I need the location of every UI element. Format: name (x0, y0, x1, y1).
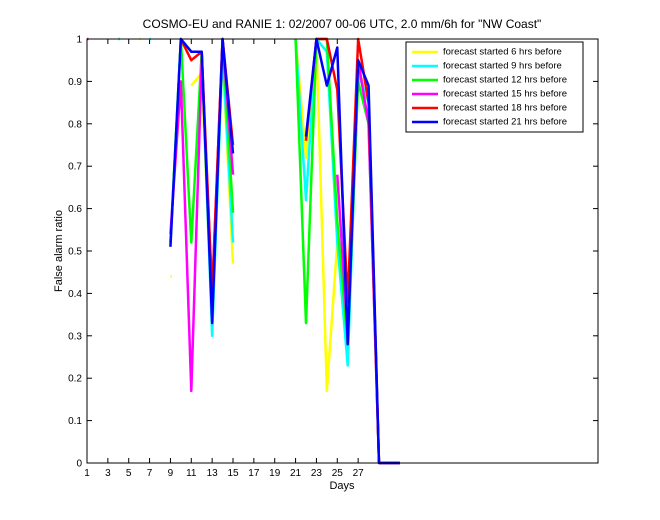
x-tick-label: 1 (84, 468, 90, 479)
y-tick-label: 0.9 (68, 77, 82, 88)
chart-title: COSMO-EU and RANIE 1: 02/2007 00-06 UTC,… (143, 17, 542, 31)
legend-label: forecast started 6 hrs before (443, 47, 562, 58)
x-tick-label: 19 (269, 468, 281, 479)
legend-label: forecast started 21 hrs before (443, 117, 567, 128)
legend-box (405, 41, 584, 133)
plot-frame (86, 38, 599, 464)
x-tick-label: 21 (290, 468, 302, 479)
x-tick-label: 23 (311, 468, 323, 479)
x-tick-label: 11 (186, 468, 197, 479)
y-tick-label: 0 (76, 459, 82, 470)
y-tick-label: 0.8 (68, 119, 82, 130)
x-tick-label: 7 (147, 468, 153, 479)
x-tick-label: 17 (248, 468, 260, 479)
y-tick-label: 0.1 (68, 416, 82, 427)
x-tick-label: 13 (207, 468, 219, 479)
x-tick-label: 5 (126, 468, 132, 479)
x-tick-label: 3 (105, 468, 111, 479)
x-tick-label: 15 (227, 468, 239, 479)
legend-label: forecast started 15 hrs before (443, 89, 567, 100)
x-tick-label: 27 (353, 468, 365, 479)
y-tick-label: 0.2 (68, 374, 82, 385)
x-tick-label: 25 (332, 468, 344, 479)
y-axis-label: False alarm ratio (53, 210, 65, 292)
y-tick-label: 0.6 (68, 204, 82, 215)
y-tick-label: 0.5 (68, 247, 82, 258)
legend-label: forecast started 9 hrs before (443, 61, 562, 72)
y-tick-label: 0.4 (68, 289, 82, 300)
x-tick-label: 9 (168, 468, 174, 479)
legend-label: forecast started 12 hrs before (443, 75, 567, 86)
legend-label: forecast started 18 hrs before (443, 103, 567, 114)
y-tick-label: 1 (76, 35, 82, 46)
y-tick-label: 0.3 (68, 331, 82, 342)
legend: forecast started 6 hrs before forecast st… (405, 41, 584, 133)
y-tick-label: 0.7 (68, 162, 82, 173)
x-axis-label: Days (329, 480, 355, 492)
